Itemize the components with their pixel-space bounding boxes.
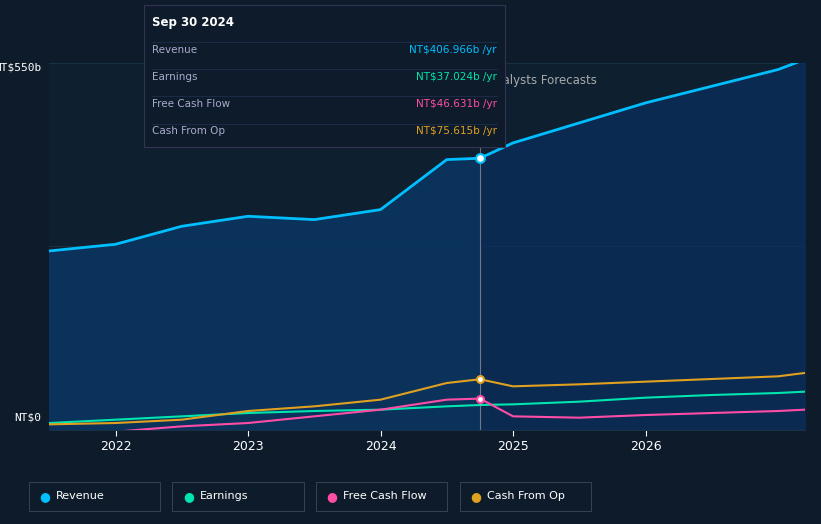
Point bbox=[474, 375, 487, 384]
Text: Sep 30 2024: Sep 30 2024 bbox=[152, 16, 234, 29]
Text: NT$46.631b /yr: NT$46.631b /yr bbox=[415, 99, 497, 109]
Text: Past: Past bbox=[444, 74, 473, 87]
Text: Free Cash Flow: Free Cash Flow bbox=[343, 491, 427, 501]
Text: Free Cash Flow: Free Cash Flow bbox=[152, 99, 230, 109]
Point bbox=[474, 395, 487, 403]
Text: NT$0: NT$0 bbox=[15, 412, 42, 422]
Text: ●: ● bbox=[39, 490, 50, 503]
Text: ●: ● bbox=[470, 490, 481, 503]
Text: Earnings: Earnings bbox=[200, 491, 248, 501]
Text: ●: ● bbox=[183, 490, 194, 503]
Text: Revenue: Revenue bbox=[152, 45, 197, 54]
Text: NT$37.024b /yr: NT$37.024b /yr bbox=[415, 72, 497, 82]
Text: Cash From Op: Cash From Op bbox=[487, 491, 565, 501]
Text: ●: ● bbox=[327, 490, 337, 503]
Text: NT$550b: NT$550b bbox=[0, 63, 42, 73]
Text: Cash From Op: Cash From Op bbox=[152, 126, 225, 136]
Text: NT$75.615b /yr: NT$75.615b /yr bbox=[415, 126, 497, 136]
Text: Analysts Forecasts: Analysts Forecasts bbox=[487, 74, 596, 87]
Text: Revenue: Revenue bbox=[56, 491, 104, 501]
Text: Earnings: Earnings bbox=[152, 72, 197, 82]
Point bbox=[474, 154, 487, 162]
Text: NT$406.966b /yr: NT$406.966b /yr bbox=[409, 45, 497, 54]
